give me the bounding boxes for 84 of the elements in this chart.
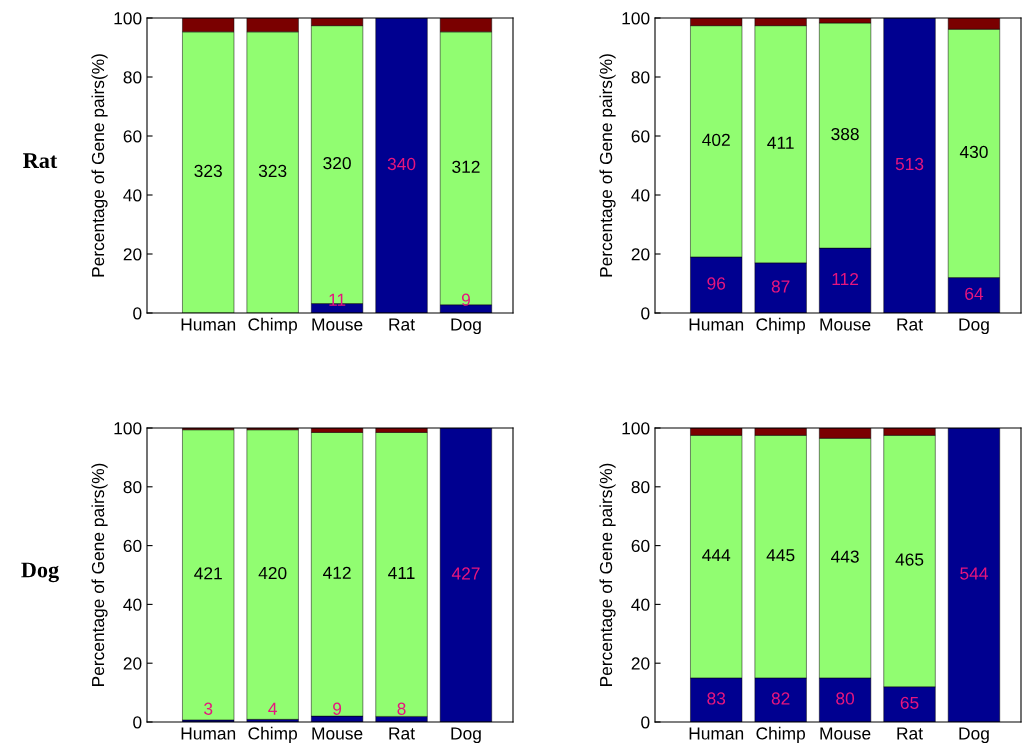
annotation: 402 — [702, 133, 730, 146]
x-tick-label: Human — [689, 318, 744, 331]
annotation: 9 — [461, 293, 470, 306]
y-tick-label: 40 — [123, 598, 142, 611]
annotation: 83 — [707, 692, 726, 705]
x-tick-label: Chimp — [756, 317, 806, 335]
y-tick-label: 20 — [123, 657, 142, 670]
x-tick-label: Rat — [389, 318, 415, 331]
x-tick-label: Dog — [451, 727, 481, 744]
annotation: 544 — [960, 567, 988, 580]
annotation: 421 — [194, 567, 222, 580]
x-tick-label: Mouse — [312, 318, 363, 331]
annotation: 112 — [832, 272, 859, 286]
annotation: 96 — [707, 277, 726, 290]
y-tick-label: 80 — [123, 480, 142, 494]
annotation: 412 — [323, 566, 351, 579]
y-tick-label: 60 — [123, 130, 142, 143]
x-tick-label: Human — [181, 318, 236, 331]
y-tick-label: 40 — [123, 189, 142, 202]
x-tick-label: Dog — [959, 318, 989, 335]
x-tick-label: Rat — [897, 318, 923, 331]
annotation: 420 — [258, 566, 287, 580]
annotation: 11 — [329, 293, 346, 306]
annotation: 513 — [895, 157, 924, 171]
x-tick-label: Dog — [959, 727, 989, 744]
y-tick-label: 20 — [631, 657, 650, 670]
text: Rat — [23, 153, 58, 169]
y-tick-label: 60 — [631, 539, 650, 553]
annotation: 445 — [766, 549, 795, 562]
annotation: 320 — [323, 156, 351, 170]
y-tick-label: 100 — [622, 12, 650, 25]
annotation: 388 — [831, 127, 859, 141]
x-tick-label: Dog — [451, 318, 481, 335]
annotation: 340 — [387, 157, 416, 171]
annotation: 465 — [895, 553, 924, 566]
y-tick-label: 0 — [133, 716, 142, 729]
y-axis-title: Percentage of Gene pairs(%) — [599, 463, 616, 686]
y-tick-label: 80 — [123, 71, 142, 84]
text: Dog — [21, 562, 59, 583]
annotation: 444 — [702, 549, 731, 562]
y-tick-label: 60 — [123, 539, 142, 553]
y-tick-label: 80 — [631, 480, 650, 494]
y-axis-title: Percentage of Gene pairs(%) — [599, 54, 616, 277]
y-tick-label: 100 — [114, 12, 142, 25]
y-tick-label: 100 — [114, 422, 142, 435]
annotation: 4 — [268, 702, 277, 715]
annotation: 65 — [900, 696, 919, 710]
annotation: 80 — [836, 692, 855, 705]
x-tick-label: Chimp — [248, 317, 298, 335]
x-tick-label: Chimp — [248, 726, 298, 744]
x-tick-label: Mouse — [312, 727, 363, 740]
annotation: 64 — [965, 287, 984, 300]
y-tick-label: 40 — [631, 189, 650, 202]
y-tick-label: 0 — [641, 307, 650, 320]
x-tick-label: Mouse — [820, 318, 871, 331]
annotation: 3 — [204, 702, 213, 715]
annotation: 312 — [452, 160, 480, 173]
y-axis-title: Percentage of Gene pairs(%) — [91, 463, 108, 686]
y-tick-label: 80 — [631, 71, 650, 84]
y-tick-label: 20 — [123, 248, 142, 261]
annotation: 411 — [767, 136, 794, 149]
x-tick-label: Mouse — [820, 727, 871, 740]
y-tick-label: 0 — [641, 716, 650, 729]
x-tick-label: Rat — [389, 727, 415, 740]
annotation: 411 — [388, 566, 415, 579]
annotation: 87 — [771, 280, 790, 293]
annotation: 323 — [258, 164, 287, 178]
annotation: 323 — [194, 164, 222, 178]
annotation: 430 — [959, 145, 988, 159]
y-tick-label: 0 — [133, 307, 142, 320]
annotation: 427 — [451, 567, 480, 580]
y-tick-label: 40 — [631, 598, 650, 611]
annotation: 9 — [333, 702, 342, 715]
x-tick-label: Chimp — [756, 726, 806, 744]
y-tick-label: 60 — [631, 130, 650, 143]
annotation: 8 — [397, 702, 406, 715]
x-tick-label: Human — [181, 727, 236, 740]
x-tick-label: Human — [689, 727, 744, 740]
annotation: 443 — [831, 550, 859, 563]
x-tick-label: Rat — [897, 727, 923, 740]
y-tick-label: 20 — [631, 248, 650, 261]
y-tick-label: 100 — [622, 422, 650, 435]
annotation: 82 — [771, 692, 790, 705]
y-axis-title: Percentage of Gene pairs(%) — [91, 54, 108, 277]
